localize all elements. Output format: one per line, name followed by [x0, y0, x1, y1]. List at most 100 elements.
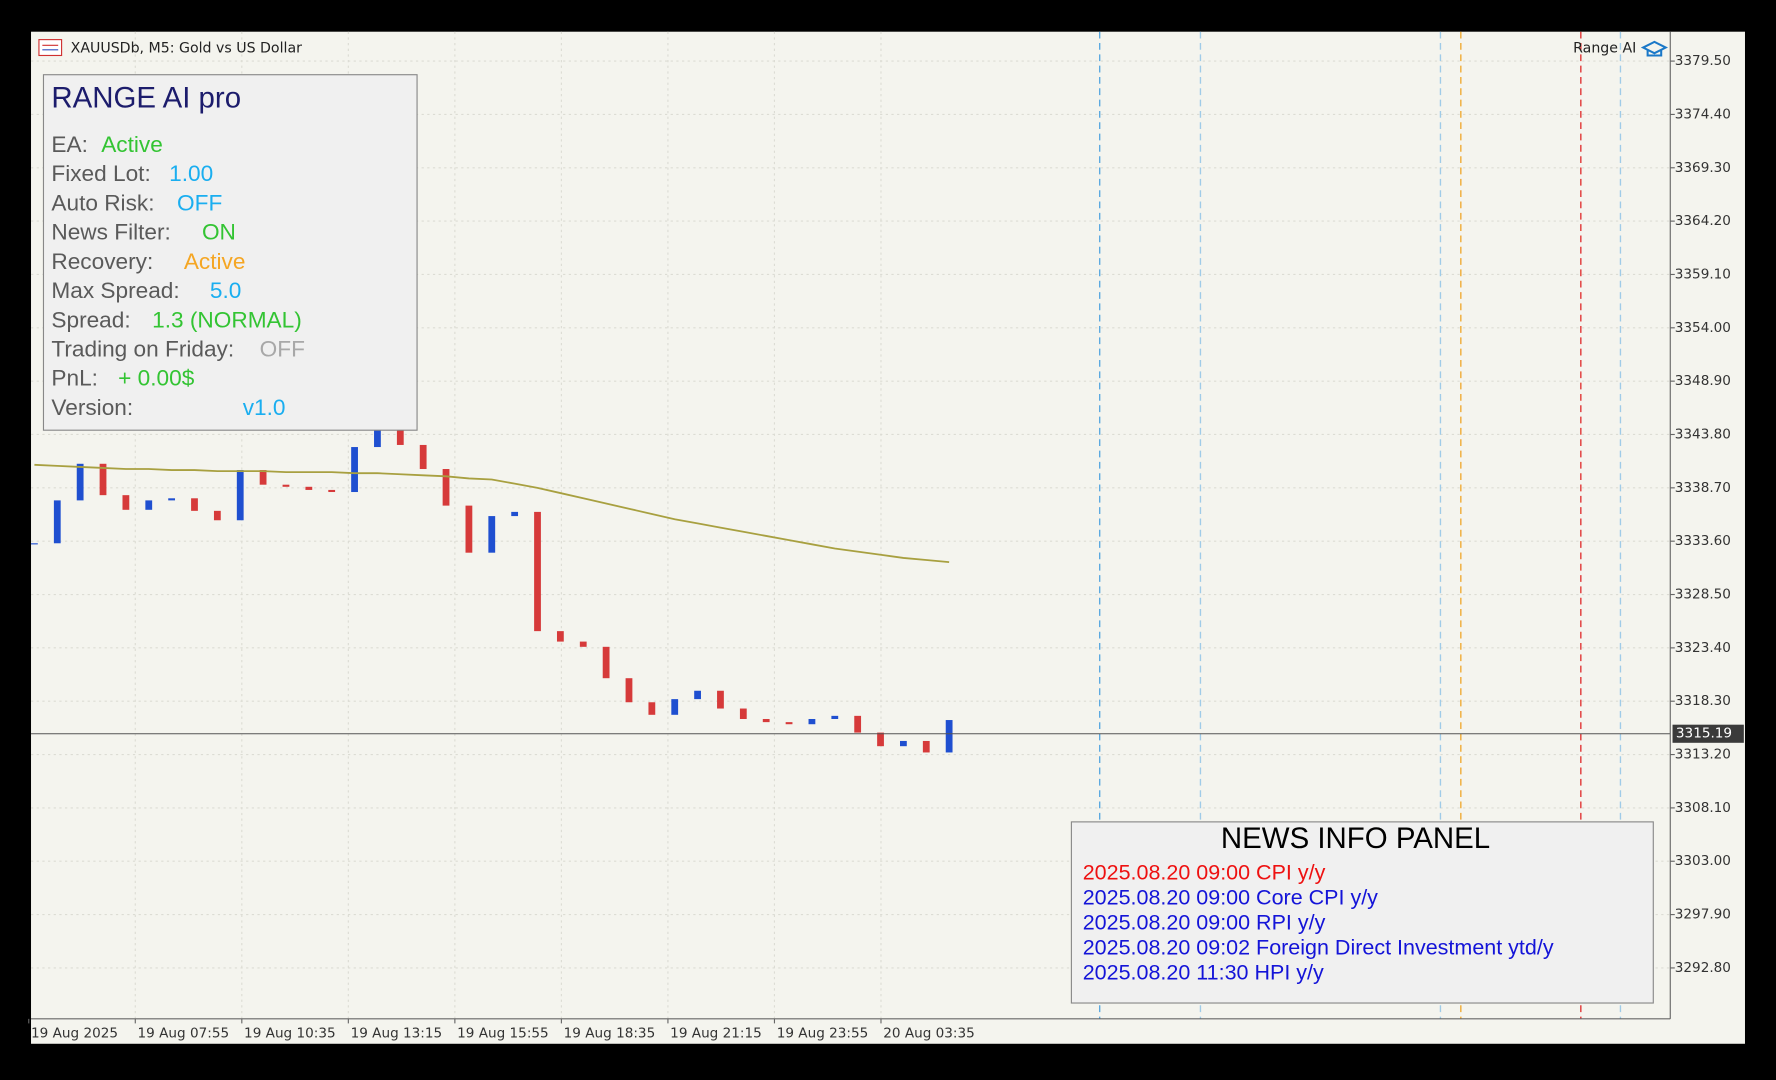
info-label: Spread: — [51, 307, 130, 332]
candle-body — [76, 463, 84, 501]
info-label: PnL: — [51, 366, 98, 391]
candle-body — [328, 489, 336, 493]
info-label: Fixed Lot: — [51, 161, 150, 186]
candle-body — [831, 715, 839, 719]
info-value: Active — [184, 249, 246, 274]
y-tick-label: 3354.00 — [1675, 320, 1731, 336]
candle-body — [465, 505, 473, 553]
axes: 3379.50 3374.40 3369.30 3364.20 3359.10 3354.… — [28, 53, 1744, 1042]
current-price-label: 3315.19 — [1676, 726, 1732, 742]
y-tick-label: 3308.10 — [1675, 800, 1731, 816]
candle-body — [556, 631, 564, 642]
x-tick-label: 19 Aug 18:35 — [564, 1026, 656, 1042]
x-tick-label: 19 Aug 07:55 — [138, 1026, 230, 1042]
y-tick-label: 3379.50 — [1675, 53, 1731, 69]
candle-body — [648, 702, 656, 715]
candle-body — [922, 740, 930, 753]
candle-body — [31, 543, 38, 545]
y-tick-label: 3292.80 — [1675, 960, 1731, 976]
news-item: 2025.08.20 09:00 CPI y/y — [1083, 861, 1326, 885]
candle-body — [419, 444, 427, 470]
info-value: 1.3 (NORMAL) — [152, 307, 302, 332]
candle-body — [282, 484, 290, 487]
info-panel: RANGE AI pro EA: Active Fixed Lot: 1.00 Auto… — [42, 74, 418, 431]
candle-body — [511, 511, 519, 517]
info-label: EA: — [51, 132, 87, 157]
info-value: Active — [101, 132, 163, 157]
y-tick-label: 3348.90 — [1675, 373, 1731, 389]
info-value: ON — [202, 220, 236, 245]
candle-body — [351, 447, 358, 493]
event-lines — [1099, 31, 1622, 1019]
candle-body — [808, 718, 816, 725]
candle-body — [534, 511, 541, 632]
candle-body — [305, 486, 313, 490]
candle-body — [145, 500, 153, 510]
y-tick-label: 3297.90 — [1675, 907, 1731, 923]
y-tick-label: 3333.60 — [1675, 533, 1731, 549]
info-value: v1.0 — [243, 395, 286, 420]
x-tick-label: 19 Aug 10:35 — [244, 1026, 336, 1042]
candle-body — [579, 641, 587, 647]
info-label: Recovery: — [51, 249, 153, 274]
candle-body — [785, 722, 793, 725]
candle-body — [739, 708, 747, 719]
y-tick-label: 3364.20 — [1675, 213, 1731, 229]
candle-body — [374, 430, 381, 448]
info-value: 5.0 — [210, 278, 241, 303]
candle-body — [259, 470, 267, 485]
candle-body — [877, 732, 884, 747]
x-tick-label: 20 Aug 03:35 — [883, 1026, 975, 1042]
info-panel-box — [42, 74, 418, 431]
candle-body — [671, 699, 679, 715]
y-tick-label: 3323.40 — [1675, 640, 1731, 656]
candle-body — [168, 498, 176, 501]
news-item: 2025.08.20 09:00 RPI y/y — [1083, 910, 1326, 934]
y-tick-label: 3338.70 — [1675, 480, 1731, 496]
candle-body — [122, 495, 130, 510]
info-label: Trading on Friday: — [51, 336, 234, 361]
y-tick-label: 3359.10 — [1675, 266, 1731, 282]
info-panel-title: RANGE AI pro — [51, 81, 241, 114]
chart-header: XAUUSDb, M5: Gold vs US Dollar Range AI — [38, 39, 1669, 57]
news-item: 2025.08.20 11:30 HPI y/y — [1083, 960, 1324, 984]
x-tick-label: 19 Aug 15:55 — [457, 1026, 549, 1042]
x-tick-label: 19 Aug 13:15 — [351, 1026, 443, 1042]
x-tick-label: 19 Aug 23:55 — [777, 1026, 869, 1042]
candle-body — [442, 469, 450, 506]
candle-body — [945, 720, 953, 753]
moving-average — [34, 463, 950, 564]
candle-body — [900, 740, 907, 747]
indicator-icon — [1640, 40, 1669, 57]
info-label: Auto Risk: — [51, 190, 154, 215]
news-panel-box — [1070, 821, 1654, 1004]
y-tick-label: 3318.30 — [1675, 693, 1731, 709]
info-value: OFF — [177, 190, 222, 215]
indicator-name: Range AI — [1573, 41, 1636, 57]
y-tick-label: 3343.80 — [1675, 426, 1731, 442]
candle-body — [717, 690, 724, 709]
info-label: Version: — [51, 395, 133, 420]
candle-body — [625, 678, 633, 703]
candle-body — [53, 500, 61, 544]
news-item: 2025.08.20 09:00 Core CPI y/y — [1083, 886, 1378, 910]
symbol-icon — [38, 39, 63, 57]
symbol-title: XAUUSDb, M5: Gold vs US Dollar — [71, 41, 302, 57]
candle-body — [762, 718, 770, 723]
candle-body — [396, 430, 404, 445]
candle-body — [488, 516, 496, 553]
news-panel: NEWS INFO PANEL 2025.08.20 09:00 CPI y/y… — [1070, 821, 1654, 1004]
info-value: OFF — [260, 336, 305, 361]
candle-body — [236, 470, 244, 521]
y-tick-label: 3313.20 — [1675, 747, 1731, 763]
candle-body — [694, 690, 701, 700]
info-label: News Filter: — [51, 220, 170, 245]
candle-body — [213, 510, 221, 521]
plot — [31, 430, 1671, 753]
candle-body — [99, 463, 107, 496]
candle-body — [191, 498, 198, 511]
candle-body — [854, 715, 862, 733]
x-tick-label: 19 Aug 2025 — [31, 1026, 118, 1042]
info-label: Max Spread: — [51, 278, 179, 303]
